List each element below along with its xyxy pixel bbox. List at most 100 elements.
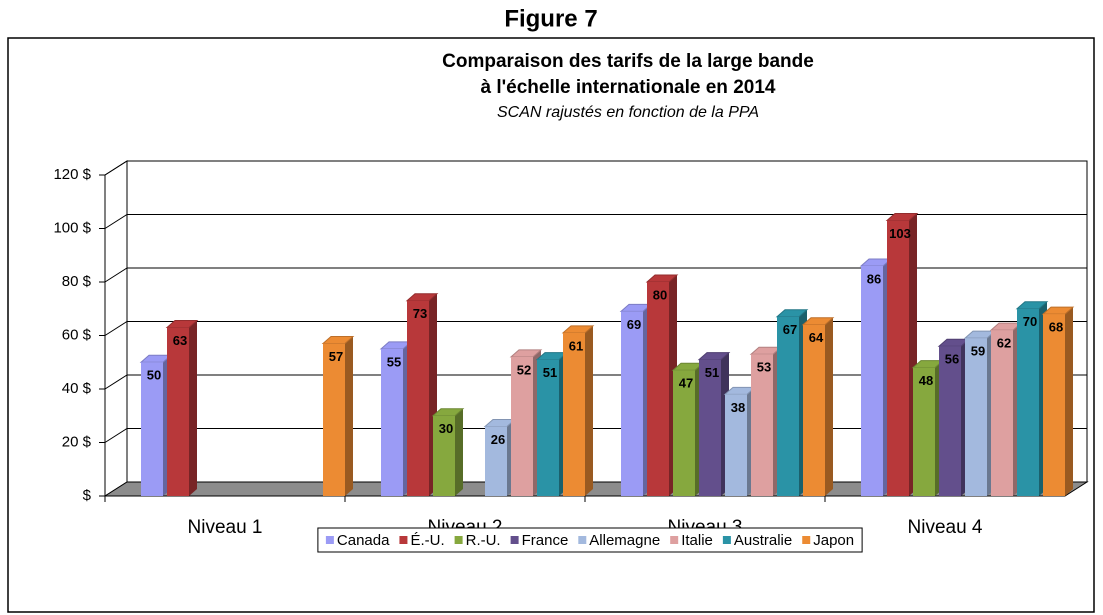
bar-group: 62	[989, 322, 1023, 496]
bar-group: 38	[723, 386, 757, 496]
bar	[511, 356, 533, 496]
bar	[407, 300, 429, 496]
bar	[699, 359, 721, 496]
y-tick-label: 60 $	[62, 326, 92, 343]
bar-group: 86	[859, 258, 893, 496]
bar	[751, 354, 773, 496]
legend-label: Australie	[734, 532, 792, 549]
value-label: 30	[439, 421, 453, 436]
bar-group: 67	[775, 309, 809, 496]
value-label: 38	[731, 400, 745, 415]
legend-swatch	[399, 536, 408, 544]
chart-title: à l'échelle internationale en 2014	[481, 77, 776, 98]
value-label: 103	[889, 226, 911, 241]
bar	[433, 415, 455, 496]
bar	[861, 265, 883, 496]
value-label: 70	[1023, 314, 1037, 329]
bar-side	[455, 408, 463, 496]
legend-swatch	[722, 536, 731, 544]
legend-label: Canada	[337, 532, 390, 549]
value-label: 53	[757, 360, 771, 375]
bar	[803, 324, 825, 496]
value-label: 61	[569, 338, 583, 353]
bar-group: 56	[937, 338, 971, 496]
y-tick-label: 80 $	[62, 273, 92, 290]
y-tick-label: 100 $	[53, 219, 91, 236]
bar-group: 73	[405, 293, 439, 496]
bar-group: 30	[431, 408, 465, 496]
bar-group: 63	[165, 319, 199, 496]
bar	[141, 362, 163, 496]
legend-label: Allemagne	[589, 532, 660, 549]
value-label: 57	[329, 349, 343, 364]
grid-line	[104, 321, 1087, 336]
bar-group: 51	[697, 352, 731, 496]
bar-side	[585, 325, 593, 496]
bar	[323, 343, 345, 496]
bar-group: 55	[379, 341, 413, 496]
value-label: 63	[173, 333, 187, 348]
legend-label: Japon	[813, 532, 854, 549]
bar-group: 50	[139, 354, 173, 496]
bar	[621, 311, 643, 496]
bar	[563, 332, 585, 496]
bar-group: 47	[671, 362, 705, 496]
grid-line	[104, 214, 1087, 229]
value-label: 26	[491, 432, 505, 447]
grid-line	[104, 160, 1087, 176]
value-label: 47	[679, 376, 693, 391]
bar-side	[1065, 307, 1073, 496]
value-label: 80	[653, 287, 667, 302]
bar-group: 52	[509, 349, 543, 496]
bar	[1017, 308, 1039, 496]
value-label: 64	[809, 330, 824, 345]
bar-group: 68	[1041, 306, 1075, 496]
bar-group: 59	[963, 330, 997, 496]
legend-label: France	[522, 532, 569, 549]
bar-group: 51	[535, 352, 569, 496]
bar	[965, 338, 987, 496]
value-label: 59	[971, 344, 985, 359]
legend-box	[317, 527, 863, 553]
bar	[537, 359, 559, 496]
y-tick-label: 120 $	[53, 166, 91, 183]
value-label: 68	[1049, 320, 1063, 335]
y-tick-label: 20 $	[62, 433, 92, 450]
bar-group: 61	[561, 325, 595, 496]
value-label: 50	[147, 368, 161, 383]
bar-group: 70	[1015, 301, 1049, 496]
value-label: 51	[543, 365, 557, 380]
bar	[167, 327, 189, 496]
value-label: 86	[867, 271, 881, 286]
value-label: 48	[919, 373, 933, 388]
bar	[725, 394, 747, 496]
bar-group: 64	[801, 317, 835, 496]
legend-swatch	[325, 536, 334, 544]
bar	[647, 282, 669, 496]
value-label: 73	[413, 306, 427, 321]
x-tick-label: Niveau 4	[908, 517, 983, 538]
value-label: 67	[783, 322, 797, 337]
bar	[939, 346, 961, 496]
y-tick-label: $	[83, 487, 92, 504]
bar-group: 80	[645, 274, 679, 496]
legend-label: R.-U.	[466, 532, 501, 549]
value-label: 62	[997, 336, 1011, 351]
chart-subtitle: SCAN rajustés en fonction de la PPA	[497, 104, 759, 121]
bar	[485, 426, 507, 496]
bar-side	[345, 336, 353, 496]
bar	[913, 367, 935, 496]
bar-side	[189, 320, 197, 496]
legend-label: Italie	[681, 532, 713, 549]
bar	[887, 220, 909, 496]
bar	[991, 330, 1013, 496]
bar	[673, 370, 695, 496]
bar-group: 103	[885, 212, 919, 496]
value-label: 56	[945, 352, 959, 367]
bar-side	[825, 317, 833, 496]
legend: Canada É.-U. R.-U. France Allemagne Italie Aus…	[317, 527, 863, 553]
legend-swatch	[670, 536, 679, 544]
bar	[1043, 314, 1065, 496]
bar	[777, 316, 799, 496]
